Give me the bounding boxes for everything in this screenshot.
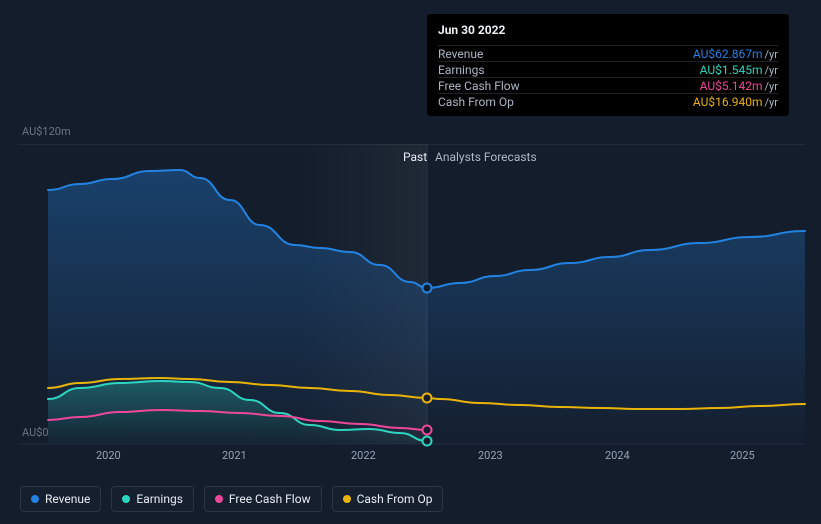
tooltip-row-revenue: Revenue AU$62.867m/yr <box>438 45 778 61</box>
tooltip-label: Free Cash Flow <box>438 79 520 93</box>
legend-item-earnings[interactable]: Earnings <box>111 486 194 512</box>
tooltip-label: Cash From Op <box>438 95 514 109</box>
marker-free_cash_flow <box>423 426 432 435</box>
tooltip: Jun 30 2022 Revenue AU$62.867m/yr Earnin… <box>427 14 789 116</box>
tooltip-value: AU$16.940m/yr <box>693 95 778 109</box>
legend: Revenue Earnings Free Cash Flow Cash Fro… <box>20 486 443 512</box>
x-axis-label-2022: 2022 <box>351 449 376 462</box>
marker-cash_from_op <box>423 394 432 403</box>
tooltip-row-cfo: Cash From Op AU$16.940m/yr <box>438 93 778 109</box>
x-axis-label-2025: 2025 <box>730 449 755 462</box>
tooltip-date: Jun 30 2022 <box>438 21 778 41</box>
tooltip-label: Earnings <box>438 63 485 77</box>
x-axis-label-2020: 2020 <box>96 449 121 462</box>
tooltip-value: AU$1.545m/yr <box>700 63 778 77</box>
tooltip-label: Revenue <box>438 47 483 61</box>
legend-label: Revenue <box>45 492 90 506</box>
legend-dot-icon <box>215 495 223 503</box>
section-label-forecast: Analysts Forecasts <box>435 150 537 164</box>
tooltip-value: AU$62.867m/yr <box>693 47 778 61</box>
legend-item-cfo[interactable]: Cash From Op <box>332 486 444 512</box>
x-axis-label-2024: 2024 <box>605 449 630 462</box>
legend-dot-icon <box>122 495 130 503</box>
section-label-past: Past <box>403 150 427 164</box>
legend-dot-icon <box>31 495 39 503</box>
legend-label: Cash From Op <box>357 492 433 506</box>
legend-dot-icon <box>343 495 351 503</box>
marker-revenue <box>423 284 432 293</box>
legend-item-fcf[interactable]: Free Cash Flow <box>204 486 322 512</box>
x-axis-label-2021: 2021 <box>222 449 247 462</box>
x-axis-label-2023: 2023 <box>478 449 503 462</box>
legend-label: Free Cash Flow <box>229 492 311 506</box>
tooltip-row-earnings: Earnings AU$1.545m/yr <box>438 61 778 77</box>
tooltip-row-fcf: Free Cash Flow AU$5.142m/yr <box>438 77 778 93</box>
legend-label: Earnings <box>136 492 183 506</box>
marker-earnings <box>423 437 432 446</box>
tooltip-value: AU$5.142m/yr <box>700 79 778 93</box>
legend-item-revenue[interactable]: Revenue <box>20 486 101 512</box>
chart-root: { "chart": { "type": "area-line", "width… <box>0 0 821 524</box>
